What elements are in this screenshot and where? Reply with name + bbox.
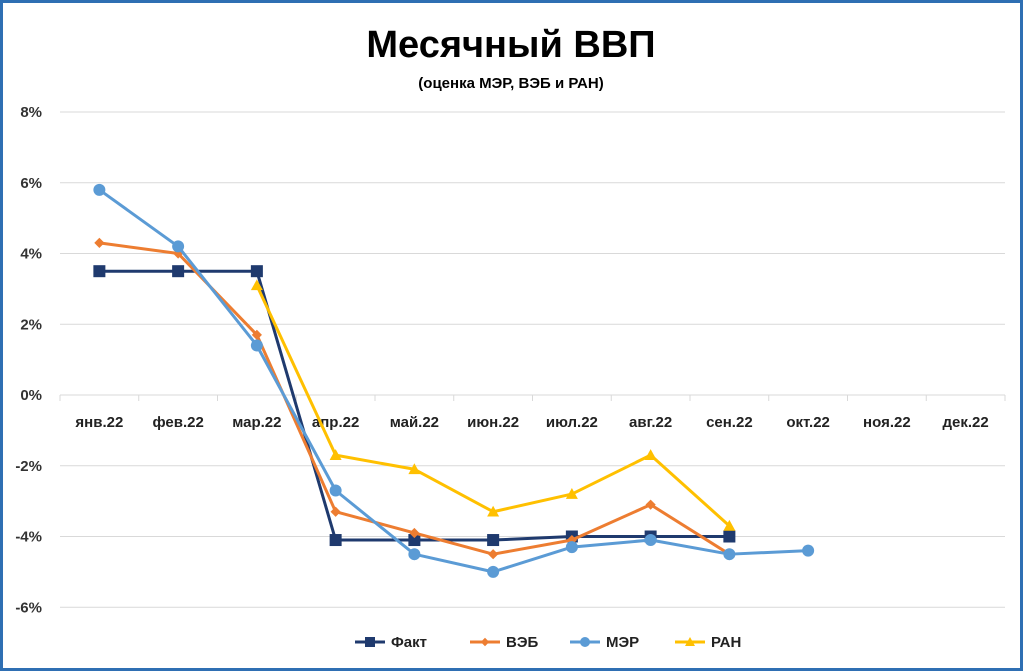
legend-label: Факт xyxy=(391,634,427,651)
x-tick-label: май.22 xyxy=(390,414,439,431)
data-point xyxy=(250,339,263,352)
data-point xyxy=(408,463,421,475)
x-tick-label: июл.22 xyxy=(546,414,598,431)
grid-lines xyxy=(60,111,1005,608)
data-point xyxy=(172,265,185,278)
data-point xyxy=(580,637,590,647)
y-axis: -6% -4% -2% 0% 2% 4% 6% 8% xyxy=(15,104,42,616)
x-tick-label: фев.22 xyxy=(152,414,203,431)
legend-label: РАН xyxy=(711,634,741,651)
data-point xyxy=(723,548,736,561)
x-tick-label: дек.22 xyxy=(943,414,989,431)
data-point xyxy=(645,499,656,510)
data-point xyxy=(93,183,106,196)
data-point xyxy=(251,329,262,340)
data-point xyxy=(329,449,342,460)
x-tick-label: мар.22 xyxy=(232,414,281,431)
data-point xyxy=(409,527,420,539)
y-tick-label: -2% xyxy=(15,458,42,475)
x-tick-label: ноя.22 xyxy=(863,414,911,431)
data-point xyxy=(565,488,578,499)
data-point xyxy=(802,544,815,557)
data-point xyxy=(644,449,657,460)
data-point xyxy=(487,534,500,547)
data-point xyxy=(93,265,106,278)
data-point xyxy=(644,534,657,547)
data-point xyxy=(365,637,375,647)
y-tick-label: 4% xyxy=(20,246,42,263)
data-point xyxy=(408,548,421,561)
data-point xyxy=(685,637,695,646)
series-group xyxy=(93,183,815,578)
legend-label: МЭР xyxy=(606,634,639,651)
chart-title: Месячный ВВП xyxy=(366,24,655,66)
y-tick-label: -6% xyxy=(15,599,42,616)
series-line xyxy=(99,269,730,542)
data-point xyxy=(172,240,185,253)
data-point xyxy=(723,519,736,531)
y-tick-label: 0% xyxy=(20,387,42,404)
x-tick-label: окт.22 xyxy=(786,414,830,431)
chart-subtitle: (оценка МЭР, ВЭБ и РАН) xyxy=(418,75,603,92)
legend: Факт ВЭБ МЭР РАН xyxy=(355,634,741,651)
data-point xyxy=(480,637,490,647)
y-tick-label: -4% xyxy=(15,529,42,546)
data-point xyxy=(487,505,500,517)
x-tick-label: июн.22 xyxy=(467,414,519,431)
data-point xyxy=(488,549,499,560)
data-point xyxy=(565,541,578,554)
data-point xyxy=(250,279,263,291)
x-tick-label: сен.22 xyxy=(706,414,753,431)
series-line xyxy=(98,188,809,574)
y-tick-label: 6% xyxy=(20,175,42,192)
data-point xyxy=(250,265,263,278)
x-tick-label: янв.22 xyxy=(75,414,123,431)
series-line xyxy=(99,241,731,556)
x-axis: янв.22 фев.22 мар.22 апр.22 май.22 июн.22 июл.… xyxy=(59,395,1006,431)
data-point xyxy=(723,530,736,543)
data-point xyxy=(566,534,577,546)
series-line xyxy=(255,284,731,528)
data-point xyxy=(329,484,342,497)
y-tick-label: 2% xyxy=(20,316,42,333)
data-point xyxy=(330,506,341,517)
x-tick-label: авг.22 xyxy=(629,414,672,431)
legend-label: ВЭБ xyxy=(506,634,539,651)
data-point xyxy=(329,534,342,547)
data-point xyxy=(94,237,105,248)
data-point xyxy=(487,565,500,578)
data-point xyxy=(408,534,421,547)
y-tick-label: 8% xyxy=(20,104,42,121)
